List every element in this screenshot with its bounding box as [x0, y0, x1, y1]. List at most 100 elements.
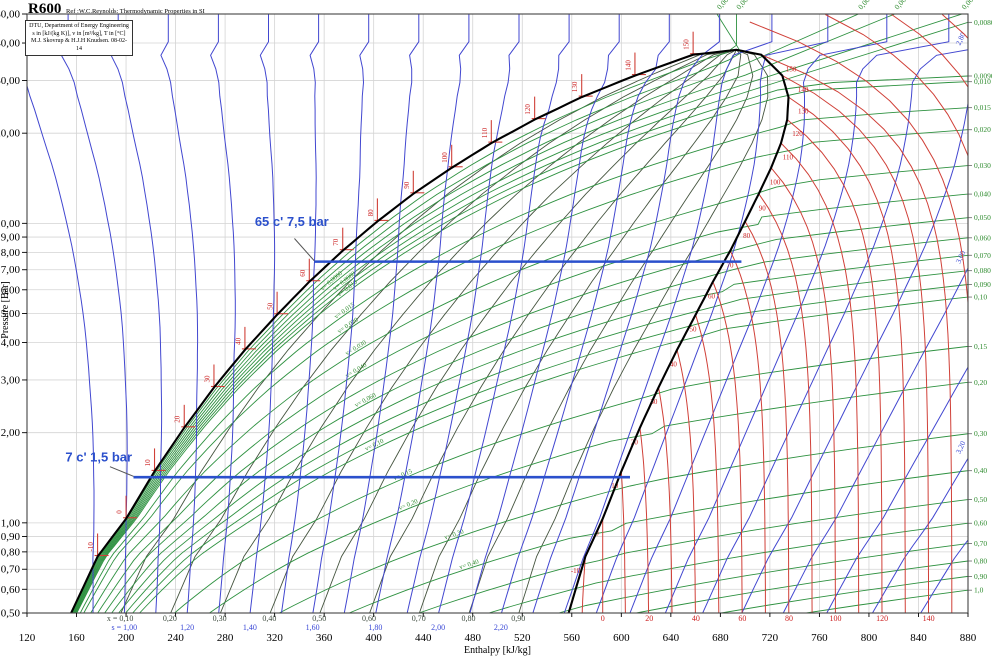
- svg-text:40: 40: [692, 614, 700, 623]
- svg-text:0,20: 0,20: [974, 378, 987, 387]
- svg-text:4,00: 4,00: [1, 337, 21, 349]
- svg-text:0,10: 0,10: [974, 293, 987, 302]
- svg-text:0,90: 0,90: [974, 572, 987, 581]
- svg-text:60: 60: [708, 292, 716, 300]
- svg-text:0,70: 0,70: [974, 539, 987, 548]
- svg-text:v= 0,20: v= 0,20: [398, 498, 419, 512]
- svg-text:50: 50: [689, 325, 697, 333]
- svg-text:100: 100: [830, 614, 842, 623]
- svg-text:240: 240: [167, 632, 184, 644]
- svg-text:0,0080: 0,0080: [974, 18, 992, 27]
- svg-text:0,010: 0,010: [974, 77, 991, 86]
- svg-text:0,080: 0,080: [974, 266, 991, 275]
- svg-text:0,90: 0,90: [1, 531, 21, 543]
- svg-text:0,0070: 0,0070: [960, 0, 981, 11]
- svg-text:10: 10: [144, 459, 152, 467]
- svg-text:3,00: 3,00: [954, 249, 968, 265]
- svg-text:0,50: 0,50: [312, 614, 326, 623]
- svg-text:560: 560: [564, 632, 581, 644]
- svg-text:1,00: 1,00: [1, 517, 21, 529]
- svg-text:60: 60: [738, 614, 746, 623]
- svg-text:200: 200: [118, 632, 135, 644]
- saturation-dome: [69, 48, 790, 613]
- svg-text:840: 840: [910, 632, 927, 644]
- svg-text:10,00: 10,00: [0, 218, 21, 230]
- svg-text:0,15: 0,15: [974, 342, 987, 351]
- svg-text:80: 80: [367, 209, 375, 217]
- svg-text:9,00: 9,00: [1, 232, 21, 244]
- svg-text:1,0: 1,0: [974, 586, 984, 595]
- svg-text:0,20: 0,20: [163, 614, 177, 623]
- svg-text:0,60: 0,60: [1, 584, 21, 596]
- svg-text:140: 140: [624, 60, 632, 71]
- svg-text:360: 360: [316, 632, 333, 644]
- svg-text:110: 110: [481, 127, 489, 138]
- svg-text:120: 120: [524, 104, 532, 115]
- svg-text:40,00: 40,00: [0, 38, 21, 50]
- svg-text:20: 20: [645, 614, 653, 623]
- svg-text:0,80: 0,80: [1, 546, 21, 558]
- svg-text:80: 80: [785, 614, 793, 623]
- svg-text:90: 90: [403, 181, 411, 189]
- svg-text:0,80: 0,80: [974, 557, 987, 566]
- svg-text:v= 0,15: v= 0,15: [392, 468, 413, 482]
- isotherms: [94, 14, 968, 613]
- svg-text:90: 90: [759, 204, 767, 212]
- svg-text:20,00: 20,00: [0, 128, 21, 140]
- svg-text:30: 30: [650, 398, 658, 406]
- svg-text:140: 140: [923, 614, 935, 623]
- svg-text:720: 720: [762, 632, 779, 644]
- svg-text:7,00: 7,00: [1, 264, 21, 276]
- svg-text:0,030: 0,030: [974, 161, 991, 170]
- svg-text:640: 640: [663, 632, 680, 644]
- svg-text:0,0040: 0,0040: [715, 0, 736, 11]
- info-box-line3: M.J. Skovrup & H.J.H Knudsen. 08-02-14: [31, 38, 127, 52]
- page-title: R600: [28, 1, 62, 17]
- annotation-label-2: 7 c' 1,5 bar: [65, 450, 132, 465]
- svg-text:2,00: 2,00: [431, 623, 445, 632]
- svg-text:2,00: 2,00: [1, 427, 21, 439]
- svg-text:0,0050: 0,0050: [856, 0, 877, 11]
- svg-text:0: 0: [601, 614, 605, 623]
- svg-text:0,30: 0,30: [974, 429, 987, 438]
- svg-text:1,20: 1,20: [180, 623, 194, 632]
- svg-text:v= 0,30: v= 0,30: [444, 528, 465, 541]
- svg-text:760: 760: [811, 632, 828, 644]
- svg-text:280: 280: [217, 632, 234, 644]
- svg-text:150: 150: [786, 65, 797, 73]
- svg-text:1,40: 1,40: [243, 623, 257, 632]
- annotation-label-1: 65 c' 7,5 bar: [255, 214, 329, 229]
- svg-text:130: 130: [798, 108, 809, 116]
- svg-text:v= 0,020: v= 0,020: [336, 317, 359, 336]
- info-box-line2: s in [kJ/(kg K)], v in [m³/kg], T in [°C…: [32, 30, 126, 37]
- svg-text:70: 70: [332, 238, 340, 246]
- svg-text:0,060: 0,060: [974, 233, 991, 242]
- svg-text:120: 120: [19, 632, 36, 644]
- svg-text:50: 50: [267, 302, 275, 310]
- axis-labels: 50,00 40,00 30,00 20,00 10,00 9,00 8,00 7,00 6,0…: [0, 9, 977, 657]
- svg-text:120: 120: [876, 614, 888, 623]
- svg-text:1,60: 1,60: [306, 623, 320, 632]
- svg-text:0,040: 0,040: [974, 190, 991, 199]
- svg-text:30: 30: [204, 375, 212, 383]
- svg-text:80: 80: [743, 232, 751, 240]
- svg-text:40: 40: [670, 361, 678, 369]
- process-annotations: 65 c' 7,5 bar 7 c' 1,5 bar: [65, 214, 742, 479]
- svg-text:8,00: 8,00: [1, 247, 21, 259]
- svg-text:0,90: 0,90: [511, 614, 525, 623]
- svg-text:v= 0,030: v= 0,030: [344, 339, 367, 357]
- svg-text:880: 880: [960, 632, 977, 644]
- svg-text:480: 480: [464, 632, 481, 644]
- svg-text:6,00: 6,00: [1, 284, 21, 296]
- svg-text:0,0030: 0,0030: [734, 0, 755, 11]
- svg-text:0,60: 0,60: [974, 519, 987, 528]
- svg-text:0,020: 0,020: [974, 125, 991, 134]
- svg-text:130: 130: [571, 81, 579, 92]
- svg-text:680: 680: [712, 632, 729, 644]
- svg-text:150: 150: [683, 39, 691, 50]
- svg-text:0,50: 0,50: [1, 608, 21, 620]
- svg-text:0,40: 0,40: [974, 466, 987, 475]
- svg-text:Pressure [Bar]: Pressure [Bar]: [0, 281, 11, 338]
